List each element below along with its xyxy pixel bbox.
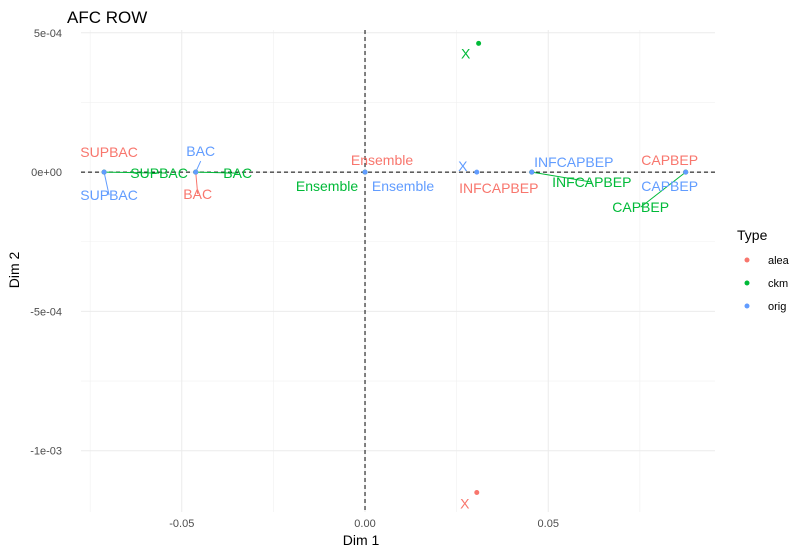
point-label-alea: INFCAPBEP xyxy=(459,180,538,196)
point-label-alea: BAC xyxy=(183,186,212,202)
legend-label: alea xyxy=(768,255,790,267)
legend-item-alea: alea xyxy=(744,255,790,267)
point-label-alea: X xyxy=(460,495,470,511)
point-label-alea: SUPBAC xyxy=(80,144,138,160)
point-label-ckm: INFCAPBEP xyxy=(552,174,631,190)
legend-key xyxy=(744,280,750,286)
point-label-ckm: X xyxy=(461,45,471,61)
y-tick-label: 0e+00 xyxy=(31,167,62,179)
label-connector xyxy=(195,171,238,174)
legend: Type alea ckm orig xyxy=(737,227,790,313)
reference-lines xyxy=(81,30,715,512)
x-tick-label: 0.00 xyxy=(354,518,375,530)
point-label-orig: X xyxy=(458,158,468,174)
data-point-alea xyxy=(474,489,480,495)
point-label-alea: Ensemble xyxy=(351,152,413,168)
legend-label: ckm xyxy=(768,278,788,290)
legend-item-ckm: ckm xyxy=(744,278,788,290)
chart-title: AFC ROW xyxy=(67,8,147,27)
label-connector xyxy=(195,172,199,195)
data-point-ckm xyxy=(476,40,482,46)
y-axis-ticks: 5e-04 0e+00 -5e-04 -1e-03 xyxy=(30,28,62,458)
legend-key xyxy=(744,303,750,309)
point-label-alea: CAPBEP xyxy=(641,152,698,168)
legend-label: orig xyxy=(768,301,786,313)
point-label-ckm: CAPBEP xyxy=(612,199,669,215)
y-axis-title: Dim 2 xyxy=(6,252,22,289)
point-label-orig: CAPBEP xyxy=(641,178,698,194)
point-label-ckm: Ensemble xyxy=(296,178,358,194)
point-label-orig: SUPBAC xyxy=(80,187,138,203)
point-label-orig: BAC xyxy=(186,143,215,159)
y-tick-label: -1e-03 xyxy=(30,446,62,458)
x-tick-label: 0.05 xyxy=(538,518,559,530)
y-tick-label: 5e-04 xyxy=(34,28,62,40)
legend-title: Type xyxy=(737,227,768,243)
legend-item-orig: orig xyxy=(744,301,786,313)
label-connector xyxy=(104,171,160,174)
data-point-orig xyxy=(529,169,535,175)
data-points xyxy=(101,40,689,495)
label-connector xyxy=(103,171,110,196)
data-point-orig xyxy=(101,169,107,175)
data-point-orig xyxy=(474,169,480,175)
x-tick-label: -0.05 xyxy=(169,518,194,530)
point-label-ckm: BAC xyxy=(223,165,252,181)
data-point-orig xyxy=(193,169,199,175)
label-connectors xyxy=(103,160,686,208)
x-axis-title: Dim 1 xyxy=(343,532,380,548)
point-label-orig: Ensemble xyxy=(372,178,434,194)
x-axis-ticks: -0.05 0.00 0.05 xyxy=(169,518,559,530)
point-label-ckm: SUPBAC xyxy=(130,165,188,181)
legend-key xyxy=(744,257,750,263)
point-label-orig: INFCAPBEP xyxy=(534,154,613,170)
data-point-orig xyxy=(362,169,368,175)
y-tick-label: -5e-04 xyxy=(30,306,62,318)
point-labels: SUPBAC BAC Ensemble INFCAPBEP CAPBEP X SUPBAC B… xyxy=(80,45,698,511)
label-connector xyxy=(640,171,686,208)
label-connector xyxy=(531,171,592,183)
grid xyxy=(81,30,715,512)
data-point-orig xyxy=(683,169,689,175)
